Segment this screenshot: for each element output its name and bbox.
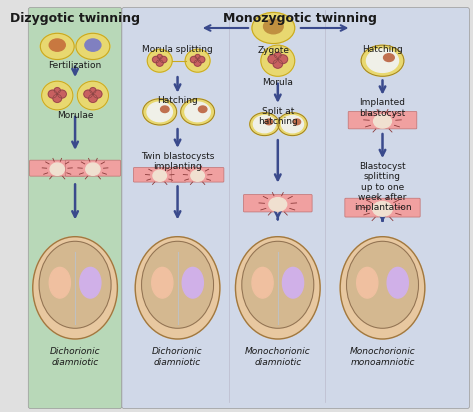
Ellipse shape bbox=[261, 45, 295, 76]
Ellipse shape bbox=[153, 170, 166, 181]
Ellipse shape bbox=[181, 99, 215, 125]
FancyBboxPatch shape bbox=[133, 168, 186, 182]
Ellipse shape bbox=[160, 106, 169, 112]
Ellipse shape bbox=[90, 88, 96, 94]
Ellipse shape bbox=[265, 119, 272, 125]
Ellipse shape bbox=[152, 267, 173, 298]
Ellipse shape bbox=[269, 198, 287, 211]
Ellipse shape bbox=[93, 90, 102, 98]
Ellipse shape bbox=[347, 241, 419, 328]
Ellipse shape bbox=[152, 56, 159, 63]
FancyBboxPatch shape bbox=[122, 7, 469, 409]
Ellipse shape bbox=[88, 94, 97, 103]
Ellipse shape bbox=[42, 81, 73, 110]
Text: Morula: Morula bbox=[263, 78, 293, 87]
Ellipse shape bbox=[48, 90, 57, 98]
Ellipse shape bbox=[33, 236, 117, 339]
Ellipse shape bbox=[252, 267, 273, 298]
Ellipse shape bbox=[77, 81, 108, 110]
FancyBboxPatch shape bbox=[244, 194, 312, 212]
Ellipse shape bbox=[191, 170, 204, 181]
Ellipse shape bbox=[160, 56, 167, 63]
Ellipse shape bbox=[250, 113, 279, 136]
Ellipse shape bbox=[85, 39, 101, 51]
FancyBboxPatch shape bbox=[348, 112, 417, 129]
Ellipse shape bbox=[254, 115, 275, 133]
Ellipse shape bbox=[190, 56, 197, 63]
Ellipse shape bbox=[274, 52, 281, 59]
Text: Monozygotic twinning: Monozygotic twinning bbox=[223, 12, 377, 25]
Ellipse shape bbox=[86, 163, 100, 176]
Ellipse shape bbox=[357, 267, 378, 298]
Text: Fertilization: Fertilization bbox=[48, 61, 102, 70]
FancyBboxPatch shape bbox=[171, 168, 224, 182]
Ellipse shape bbox=[185, 49, 210, 72]
Ellipse shape bbox=[195, 54, 200, 59]
Ellipse shape bbox=[198, 56, 205, 63]
Text: Morula splitting: Morula splitting bbox=[142, 45, 213, 54]
Text: Monochorionic
diamniotic: Monochorionic diamniotic bbox=[245, 347, 311, 367]
FancyBboxPatch shape bbox=[28, 7, 122, 409]
Ellipse shape bbox=[84, 90, 93, 98]
Ellipse shape bbox=[141, 241, 213, 328]
Ellipse shape bbox=[340, 236, 425, 339]
Ellipse shape bbox=[182, 267, 203, 298]
Ellipse shape bbox=[50, 163, 64, 176]
Ellipse shape bbox=[147, 102, 173, 122]
Ellipse shape bbox=[282, 267, 304, 298]
FancyBboxPatch shape bbox=[30, 160, 85, 176]
Text: Monochorionic
monoamniotic: Monochorionic monoamniotic bbox=[350, 347, 415, 367]
FancyBboxPatch shape bbox=[345, 198, 420, 217]
Ellipse shape bbox=[40, 33, 74, 59]
Ellipse shape bbox=[157, 54, 162, 59]
Text: Blastocyst
splitting
up to one
week after
implantation: Blastocyst splitting up to one week afte… bbox=[354, 162, 412, 213]
FancyBboxPatch shape bbox=[65, 160, 121, 176]
Ellipse shape bbox=[293, 119, 300, 125]
Ellipse shape bbox=[135, 236, 220, 339]
Text: Twin blastocysts
implanting: Twin blastocysts implanting bbox=[141, 152, 214, 171]
Ellipse shape bbox=[53, 94, 61, 103]
Ellipse shape bbox=[76, 33, 110, 59]
Ellipse shape bbox=[367, 49, 399, 73]
Ellipse shape bbox=[39, 241, 111, 328]
Ellipse shape bbox=[49, 39, 65, 51]
Ellipse shape bbox=[374, 115, 392, 128]
Text: Hatching: Hatching bbox=[362, 45, 403, 54]
Ellipse shape bbox=[373, 201, 392, 216]
Ellipse shape bbox=[361, 45, 404, 76]
Text: Zygote: Zygote bbox=[257, 46, 289, 54]
Ellipse shape bbox=[199, 106, 207, 112]
Ellipse shape bbox=[278, 113, 307, 136]
Ellipse shape bbox=[156, 60, 163, 66]
Ellipse shape bbox=[49, 267, 70, 298]
Ellipse shape bbox=[387, 267, 408, 298]
Ellipse shape bbox=[194, 60, 201, 66]
Ellipse shape bbox=[185, 102, 210, 122]
Text: Implanted
blastocyst: Implanted blastocyst bbox=[359, 98, 406, 118]
Ellipse shape bbox=[80, 267, 101, 298]
Text: Dizygotic twinning: Dizygotic twinning bbox=[10, 12, 140, 25]
Text: Dichorionic
diamniotic: Dichorionic diamniotic bbox=[50, 347, 100, 367]
Text: Morulae: Morulae bbox=[57, 111, 93, 120]
Ellipse shape bbox=[281, 115, 304, 133]
Ellipse shape bbox=[273, 59, 282, 68]
Ellipse shape bbox=[58, 90, 66, 98]
Ellipse shape bbox=[143, 99, 176, 125]
Ellipse shape bbox=[263, 19, 283, 34]
Ellipse shape bbox=[147, 49, 172, 72]
Text: Dichorionic
diamniotic: Dichorionic diamniotic bbox=[152, 347, 203, 367]
Ellipse shape bbox=[236, 236, 320, 339]
Ellipse shape bbox=[242, 241, 314, 328]
Ellipse shape bbox=[54, 88, 61, 94]
Ellipse shape bbox=[384, 54, 394, 61]
Ellipse shape bbox=[278, 55, 288, 63]
Text: Hatching: Hatching bbox=[157, 96, 198, 105]
Ellipse shape bbox=[252, 12, 295, 44]
Ellipse shape bbox=[268, 55, 278, 63]
Text: Split at
hatching: Split at hatching bbox=[258, 107, 298, 126]
